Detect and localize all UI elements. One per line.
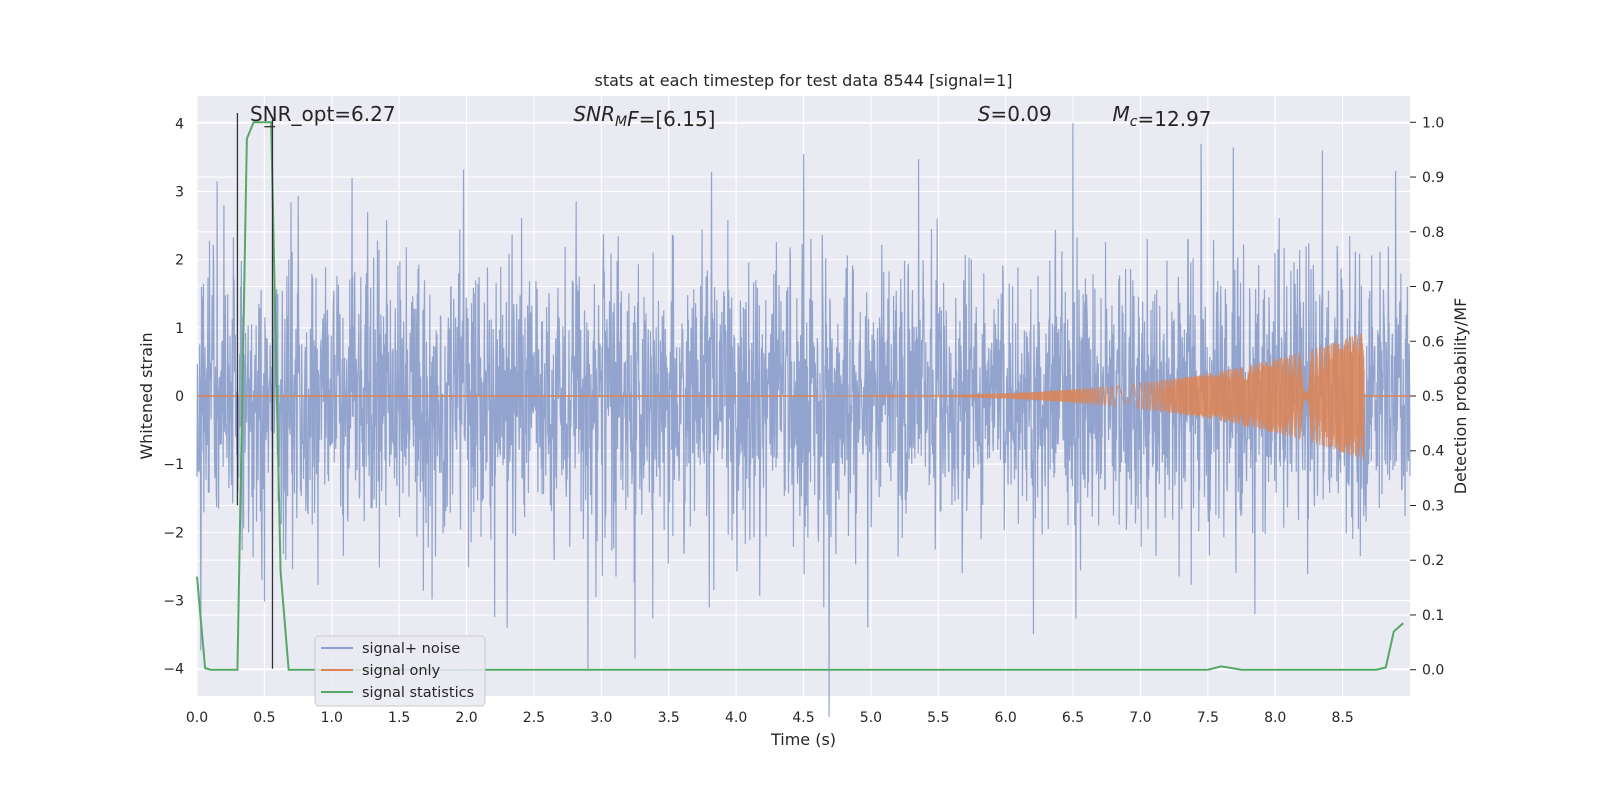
- x-tick-label: 2.5: [523, 710, 545, 726]
- series-signal-noise: [196, 123, 1411, 717]
- y2-tick-label: 0.6: [1422, 334, 1444, 350]
- x-tick-label: 4.0: [725, 710, 747, 726]
- x-tick-label: 4.5: [792, 710, 814, 726]
- annotation-text: S=0.09: [978, 102, 1052, 126]
- y-tick-label: 3: [175, 184, 184, 200]
- y2-tick-label: 0.0: [1422, 663, 1444, 679]
- x-tick-label: 7.5: [1197, 710, 1219, 726]
- legend-box: [314, 635, 486, 707]
- y2-tick-label: 0.9: [1422, 170, 1444, 186]
- annotation-text: SNR_opt=6.27: [250, 102, 396, 126]
- x-tick-label: 3.0: [590, 710, 612, 726]
- y2-tick-label: 0.4: [1422, 444, 1444, 460]
- y2-tick-label: 0.8: [1422, 225, 1444, 241]
- y-tick-label: 0: [175, 389, 184, 405]
- y2-tick-label: 0.3: [1422, 498, 1444, 514]
- x-tick-label: 6.0: [995, 710, 1017, 726]
- x-tick-label: 8.0: [1264, 710, 1286, 726]
- x-tick-label: 6.5: [1062, 710, 1084, 726]
- y2-tick-label: 0.5: [1422, 389, 1444, 405]
- legend-label: signal statistics: [362, 685, 474, 701]
- x-tick-label: 1.5: [388, 710, 410, 726]
- x-axis-title: Time (s): [770, 730, 836, 749]
- x-tick-label: 3.5: [658, 710, 680, 726]
- y-tick-label: 4: [175, 116, 184, 132]
- annotations: SNR_opt=6.27 SNRMF=[6.15] S=0.09 Mc=12.97: [250, 102, 1212, 131]
- annotation-text: Mc=12.97: [1113, 102, 1212, 131]
- y-tick-label: 1: [175, 321, 184, 337]
- y2-tick-label: 0.1: [1422, 608, 1444, 624]
- tick-labels: 0.0 0.5 1.0 1.5 2.0 2.5 3.0 3.5 4.0 4.5 5.0 5.5 6.0 6…: [163, 115, 1444, 726]
- x-tick-label: 1.0: [321, 710, 343, 726]
- x-tick-label: 2.0: [455, 710, 477, 726]
- series-signal-statistics: [196, 121, 1404, 671]
- series-signal-only: [197, 333, 1410, 460]
- x-tick-label: 7.0: [1129, 710, 1151, 726]
- legend-label: signal+ noise: [362, 641, 460, 657]
- stats-trace: [196, 121, 1404, 671]
- x-tick-label: 5.0: [860, 710, 882, 726]
- y-tick-label: −3: [163, 594, 184, 610]
- y2-axis-title: Detection probability/MF: [1451, 298, 1470, 495]
- signal-trace: [816, 333, 1365, 460]
- legend: signal+ noise signal only signal statistic…: [314, 635, 486, 707]
- y-tick-label: −2: [163, 525, 184, 541]
- x-tick-label: 0.0: [186, 710, 208, 726]
- marker-lines: [236, 113, 276, 669]
- y2-tick-label: 0.2: [1422, 553, 1444, 569]
- y2-tick-label: 1.0: [1422, 115, 1444, 131]
- y-tick-label: −1: [163, 457, 184, 473]
- legend-label: signal only: [362, 663, 441, 679]
- x-tick-label: 5.5: [927, 710, 949, 726]
- noise-trace: [196, 123, 1411, 717]
- x-tick-label: 0.5: [253, 710, 275, 726]
- annotation-text: SNRMF=[6.15]: [573, 102, 715, 131]
- y-tick-label: −4: [163, 662, 184, 678]
- x-tick-label: 8.5: [1331, 710, 1353, 726]
- y-tick-label: 2: [175, 253, 184, 269]
- y-axis-title: Whitened strain: [137, 332, 156, 459]
- chart-title: stats at each timestep for test data 854…: [594, 71, 1012, 90]
- y2-tick-label: 0.7: [1422, 280, 1444, 296]
